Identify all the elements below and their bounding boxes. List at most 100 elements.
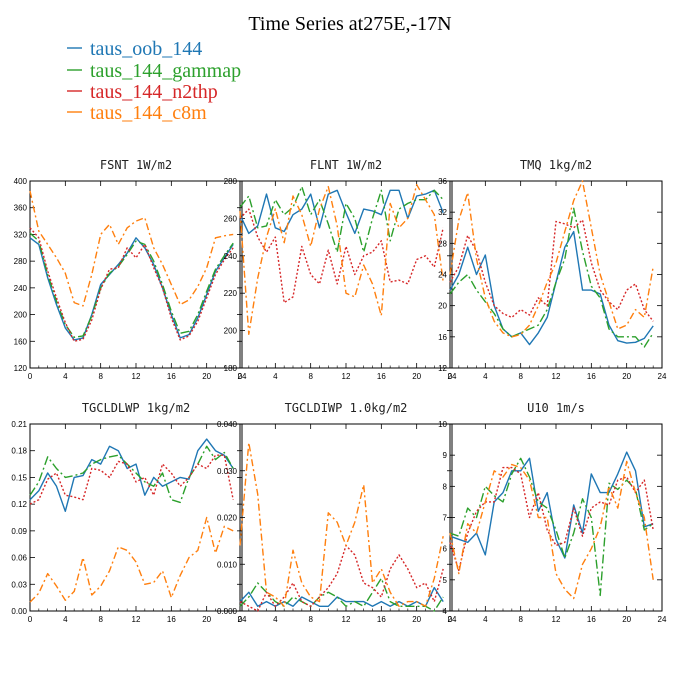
- x-tick-label: 0: [28, 615, 33, 624]
- x-tick-label: 8: [308, 615, 313, 624]
- y-tick-label: 0.09: [11, 527, 27, 536]
- y-tick-label: 8: [443, 482, 448, 491]
- x-tick-label: 24: [658, 615, 667, 624]
- y-tick-label: 0.06: [11, 554, 27, 563]
- chart-panel-fsnt: FSNT 1W/m2 0 4 8 12 16 20 24 120 160 200 240 280 320 3…: [14, 158, 247, 381]
- x-tick-label: 24: [448, 615, 457, 624]
- series-line-taus_oob_144: [29, 438, 234, 512]
- y-tick-label: 4: [443, 607, 448, 616]
- x-tick-label: 12: [342, 615, 351, 624]
- y-tick-label: 220: [224, 289, 238, 298]
- x-tick-label: 4: [63, 615, 68, 624]
- legend: taus_oob_144 taus_144_gammap taus_144_n2…: [67, 38, 241, 124]
- series-line-taus_144_c8m: [239, 183, 444, 335]
- panel-title: FLNT 1W/m2: [310, 158, 382, 172]
- series-line-taus_144_c8m: [449, 180, 654, 338]
- panel-title: TGCLDLWP 1kg/m2: [82, 401, 190, 415]
- series-line-taus_oob_144: [239, 586, 444, 607]
- series-line-taus_oob_144: [449, 230, 654, 346]
- x-tick-label: 8: [518, 615, 523, 624]
- x-tick-label: 20: [622, 372, 631, 381]
- y-tick-label: 24: [438, 271, 447, 280]
- x-tick-label: 16: [587, 615, 596, 624]
- x-tick-label: 0: [238, 615, 243, 624]
- series-line-taus_144_gammap: [449, 457, 654, 597]
- y-tick-label: 0.010: [217, 560, 238, 569]
- series-line-taus_144_gammap: [239, 185, 444, 253]
- x-tick-label: 16: [377, 615, 386, 624]
- series-line-taus_144_n2thp: [239, 544, 444, 612]
- x-tick-label: 12: [342, 372, 351, 381]
- y-tick-label: 280: [14, 257, 28, 266]
- y-tick-label: 0.18: [11, 447, 27, 456]
- x-tick-label: 4: [273, 615, 278, 624]
- y-tick-label: 0.00: [11, 607, 27, 616]
- y-tick-label: 200: [224, 327, 238, 336]
- y-tick-label: 360: [14, 204, 28, 213]
- x-tick-label: 20: [202, 615, 211, 624]
- y-tick-label: 200: [14, 311, 28, 320]
- y-tick-label: 0.21: [11, 420, 27, 429]
- y-tick-label: 400: [14, 177, 28, 186]
- y-tick-label: 0.040: [217, 420, 238, 429]
- y-tick-label: 280: [224, 177, 238, 186]
- series-line-taus_144_gammap: [29, 232, 234, 338]
- x-tick-label: 4: [273, 372, 278, 381]
- x-tick-label: 8: [308, 372, 313, 381]
- y-tick-label: 0.030: [217, 467, 238, 476]
- x-tick-label: 20: [412, 372, 421, 381]
- legend-item: taus_oob_144: [67, 38, 202, 60]
- y-tick-label: 9: [443, 451, 448, 460]
- series-line-taus_144_c8m: [449, 460, 654, 600]
- x-tick-label: 16: [167, 615, 176, 624]
- chart-panel-tgcldlwp: TGCLDLWP 1kg/m2 0 4 8 12 16 20 24 0.00 0.03 0.06 0.…: [11, 401, 247, 624]
- panel-title: TGCLDIWP 1.0kg/m2: [285, 401, 408, 415]
- x-tick-label: 16: [377, 372, 386, 381]
- series-line-taus_144_gammap: [239, 577, 444, 612]
- plot-frame: [449, 423, 663, 612]
- x-tick-label: 0: [238, 372, 243, 381]
- legend-item: taus_144_gammap: [67, 60, 241, 82]
- y-tick-label: 320: [14, 230, 28, 239]
- y-tick-label: 32: [438, 208, 447, 217]
- legend-item: taus_144_n2thp: [67, 81, 218, 103]
- x-tick-label: 20: [202, 372, 211, 381]
- x-tick-label: 24: [238, 615, 247, 624]
- x-tick-label: 8: [98, 372, 103, 381]
- series-line-taus_144_c8m: [29, 516, 234, 603]
- x-tick-label: 24: [448, 372, 457, 381]
- series-line-taus_144_n2thp: [239, 208, 444, 304]
- y-tick-label: 0.12: [11, 500, 27, 509]
- x-tick-label: 0: [448, 615, 453, 624]
- y-tick-label: 180: [224, 364, 238, 373]
- x-tick-label: 4: [63, 372, 68, 381]
- x-tick-label: 12: [552, 372, 561, 381]
- y-tick-label: 160: [14, 337, 28, 346]
- plot-frame: [449, 180, 663, 369]
- x-tick-label: 8: [518, 372, 523, 381]
- panel-grid: FSNT 1W/m20 4 8 12 16 20 241201602002402803203…: [11, 158, 667, 624]
- y-tick-label: 0.03: [11, 580, 27, 589]
- y-tick-label: 0.020: [217, 514, 238, 523]
- x-tick-label: 12: [132, 615, 141, 624]
- chart-panel-tgcldiwp: TGCLDIWP 1.0kg/m20 4 8 12 16 20 240.0000.0100.…: [217, 401, 457, 624]
- y-tick-label: 10: [438, 420, 447, 429]
- x-tick-label: 20: [622, 615, 631, 624]
- series-line-taus_144_gammap: [29, 445, 234, 504]
- y-tick-label: 12: [438, 364, 447, 373]
- series-line-taus_oob_144: [29, 237, 234, 341]
- legend-label: taus_oob_144: [90, 38, 202, 60]
- y-tick-label: 28: [438, 239, 447, 248]
- y-tick-label: 20: [438, 302, 447, 311]
- y-tick-label: 0.15: [11, 473, 27, 482]
- y-tick-label: 260: [224, 214, 238, 223]
- x-tick-label: 16: [167, 372, 176, 381]
- panel-title: FSNT 1W/m2: [100, 158, 172, 172]
- plot-frame: [239, 423, 453, 612]
- y-tick-label: 7: [443, 514, 448, 523]
- series-line-taus_oob_144: [449, 451, 654, 559]
